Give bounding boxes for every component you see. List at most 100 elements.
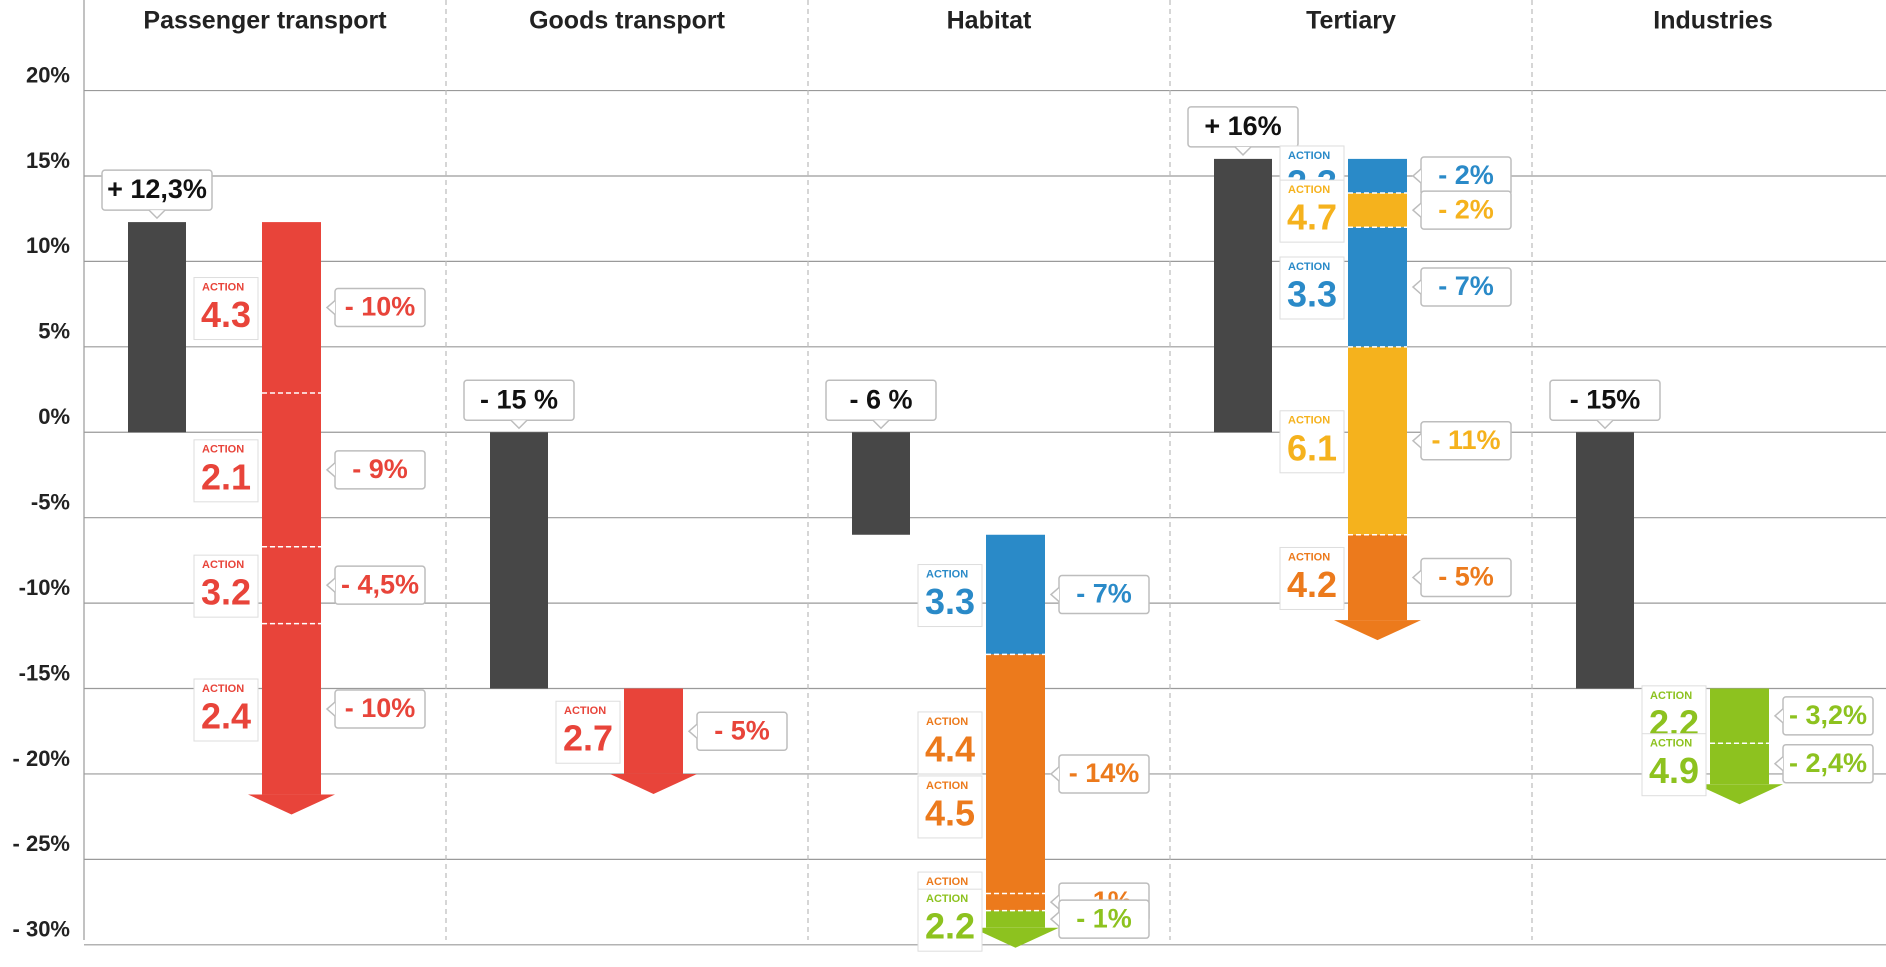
action-code: 4.5: [925, 792, 975, 833]
base-label-pointer: [872, 419, 890, 430]
action-code: 3.3: [1287, 274, 1337, 315]
base-bar: [128, 222, 186, 433]
y-tick-label: -10%: [19, 575, 70, 600]
base-label-pointer: [510, 419, 528, 430]
base-label-pointer: [148, 209, 166, 220]
action-bar: [986, 654, 1045, 894]
base-bar: [1576, 432, 1634, 689]
action-code: 4.3: [201, 294, 251, 335]
action-word: ACTION: [926, 893, 968, 905]
action-word: ACTION: [564, 705, 606, 717]
action-bar: [262, 623, 321, 795]
base-label: - 15 %: [480, 384, 558, 414]
action-value: - 2%: [1438, 194, 1494, 224]
action-value-pointer: [1773, 708, 1784, 724]
action-value-pointer: [325, 299, 336, 316]
y-tick-label: -15%: [19, 660, 70, 685]
action-code-bg: [917, 775, 983, 839]
action-code-bg: [193, 678, 259, 742]
action-code-bg: [193, 277, 259, 341]
action-value: - 7%: [1438, 271, 1494, 301]
action-code-bg: [193, 554, 259, 618]
base-label: + 16%: [1204, 111, 1281, 141]
action-bar: [986, 893, 1045, 911]
action-word: ACTION: [1288, 261, 1330, 273]
action-word: ACTION: [926, 876, 968, 888]
action-code-bg: [917, 711, 983, 775]
action-value: - 10%: [345, 292, 416, 322]
category-title: Tertiary: [1306, 7, 1396, 35]
action-value: - 2%: [1438, 160, 1494, 190]
action-value-pointer: [1411, 569, 1422, 586]
base-label: - 6 %: [849, 384, 912, 414]
action-value: - 9%: [352, 454, 408, 484]
action-value: - 4,5%: [341, 569, 419, 599]
action-code: 6.1: [1287, 427, 1337, 468]
action-value-pointer: [1049, 894, 1060, 910]
action-bar: [1348, 346, 1407, 535]
action-value-pointer: [1049, 766, 1060, 782]
action-value-pointer: [1773, 756, 1784, 772]
action-value: - 10%: [345, 693, 416, 723]
action-code: 2.1: [201, 456, 251, 497]
action-word: ACTION: [926, 568, 968, 580]
action-word: ACTION: [202, 559, 244, 571]
action-code-bg: [1279, 546, 1345, 610]
arrow-head: [610, 773, 697, 794]
base-label: + 12,3%: [107, 174, 207, 204]
action-value-pointer: [1411, 279, 1422, 295]
action-value-pointer: [325, 701, 336, 717]
action-value-pointer: [1049, 911, 1060, 927]
arrow-head: [1334, 620, 1421, 641]
action-code: 4.7: [1287, 197, 1337, 238]
action-word: ACTION: [1288, 551, 1330, 563]
action-word: ACTION: [926, 716, 968, 728]
action-value-pointer: [1411, 168, 1422, 184]
action-word: ACTION: [202, 683, 244, 695]
base-bar: [1214, 158, 1272, 433]
category-title: Industries: [1653, 7, 1772, 35]
action-bar: [986, 910, 1045, 928]
y-tick-label: 0%: [38, 404, 70, 429]
action-word: ACTION: [1288, 150, 1330, 162]
base-bar: [490, 432, 548, 689]
action-bar: [1348, 227, 1407, 347]
action-value-pointer: [687, 723, 698, 739]
arrow-head: [248, 794, 335, 815]
action-code: 3.3: [925, 581, 975, 622]
action-bar: [1348, 534, 1407, 621]
action-code-bg: [1279, 256, 1345, 320]
action-value: - 1%: [1076, 903, 1132, 933]
y-tick-label: - 20%: [13, 746, 70, 771]
action-value-pointer: [1411, 433, 1422, 449]
action-code: 4.9: [1649, 750, 1699, 791]
action-value: - 7%: [1076, 579, 1132, 609]
category-title: Passenger transport: [143, 7, 387, 35]
action-value: - 3,2%: [1789, 700, 1867, 730]
action-bar: [1710, 743, 1769, 785]
action-value-pointer: [1411, 202, 1422, 218]
action-code-bg: [1641, 733, 1707, 797]
action-code: 3.2: [201, 572, 251, 613]
action-bar: [262, 392, 321, 547]
action-value-pointer: [325, 577, 336, 593]
action-code-bg: [555, 700, 621, 764]
action-word: ACTION: [926, 780, 968, 792]
action-value-pointer: [1049, 586, 1060, 603]
action-bar: [262, 546, 321, 624]
action-bar: [1348, 158, 1407, 194]
action-code-bg: [917, 888, 983, 952]
action-bar: [624, 688, 683, 774]
y-tick-label: -5%: [31, 489, 70, 514]
action-value-pointer: [325, 462, 336, 478]
action-value: - 11%: [1431, 425, 1500, 455]
y-tick-label: 10%: [26, 233, 70, 258]
action-word: ACTION: [1650, 690, 1692, 702]
action-word: ACTION: [1288, 184, 1330, 196]
y-tick-label: - 25%: [13, 831, 70, 856]
action-code: 4.4: [925, 728, 975, 769]
action-code-bg: [917, 564, 983, 628]
action-word: ACTION: [202, 444, 244, 456]
y-tick-label: - 30%: [13, 917, 70, 942]
